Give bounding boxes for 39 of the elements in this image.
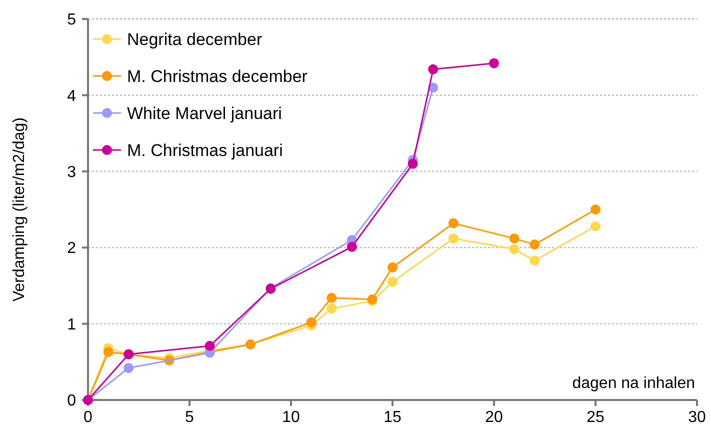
point [124, 362, 134, 373]
x-tick-label: 10 [282, 409, 300, 426]
y-axis-title: Verdamping (liter/m2/dag) [11, 117, 28, 302]
y-tick-label: 3 [67, 164, 76, 181]
y-tick-label: 0 [67, 392, 76, 410]
y-tick-label: 4 [67, 88, 76, 105]
point [489, 58, 499, 68]
y-tick-label: 5 [67, 12, 76, 29]
legend-label: White Marvel januari [127, 104, 282, 123]
y-tick-label: 1 [67, 316, 76, 334]
x-tick-label: 30 [688, 409, 706, 426]
legend-label: M. Christmas januari [127, 140, 283, 160]
point [590, 204, 600, 214]
legend-label: Negrita december [127, 30, 262, 49]
point [326, 304, 337, 314]
point [509, 233, 520, 244]
x-tick-label: 0 [84, 409, 93, 426]
x-tick-label: 20 [485, 409, 503, 426]
x-tick-label: 25 [586, 409, 604, 426]
point [590, 221, 600, 232]
point [388, 276, 398, 287]
y-tick-label: 2 [67, 240, 76, 258]
point [326, 292, 337, 303]
x-tick-label: 15 [384, 409, 402, 426]
legend-label: M. Christmas december [127, 66, 308, 86]
point [408, 158, 418, 169]
point [509, 244, 520, 254]
point [530, 240, 540, 250]
point [306, 317, 316, 328]
point [346, 242, 357, 252]
point [388, 262, 398, 272]
point [530, 256, 540, 266]
point [204, 340, 215, 351]
point [448, 218, 458, 228]
x-axis-title: dagen na inhalen [572, 375, 695, 392]
point [103, 346, 114, 357]
x-tick-label: 5 [185, 409, 194, 426]
point [448, 233, 458, 244]
point [428, 64, 438, 74]
